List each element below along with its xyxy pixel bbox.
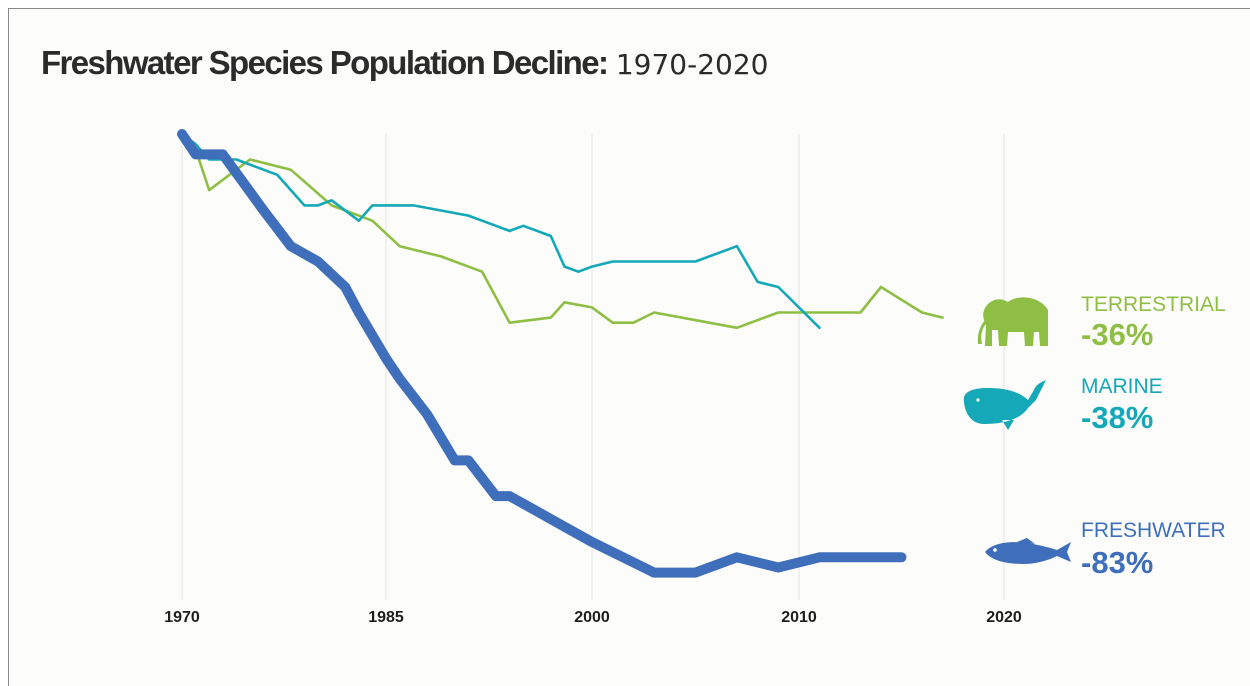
grid-lines <box>181 134 1005 600</box>
x-axis-ticks: 1970 1985 2000 2010 2020 <box>164 609 1022 626</box>
x-tick-label-1970: 1970 <box>164 609 200 626</box>
legend-terrestrial: TERRESTRIAL -36% <box>977 293 1226 352</box>
legend-marine: MARINE -38% <box>963 375 1163 435</box>
legend-terrestrial-value: -36% <box>1081 317 1153 352</box>
legend-terrestrial-name: TERRESTRIAL <box>1081 293 1226 316</box>
x-tick-label-2000: 2000 <box>574 609 610 626</box>
legend-marine-name: MARINE <box>1081 375 1163 398</box>
whale-icon-eye <box>976 398 980 402</box>
whale-icon <box>963 380 1046 430</box>
legend-marine-value: -38% <box>1081 400 1153 435</box>
series-line-freshwater <box>177 129 907 578</box>
elephant-icon-body <box>977 297 1048 346</box>
chart-title: Freshwater Species Population Decline: 1… <box>41 44 768 82</box>
series-line-terrestrial <box>180 132 944 330</box>
fish-icon-eye <box>993 548 997 552</box>
series-line-marine <box>180 132 821 330</box>
chart-title-main: Freshwater Species Population Decline: <box>41 44 609 81</box>
chart-frame <box>8 8 1250 686</box>
whale-icon-body <box>963 380 1046 430</box>
legend-freshwater-name: FRESHWATER <box>1081 519 1226 542</box>
x-tick-label-1985: 1985 <box>368 609 404 626</box>
legend-freshwater-value: -83% <box>1081 545 1153 580</box>
chart-title-years: 1970-2020 <box>615 48 769 81</box>
legend-freshwater: FRESHWATER -83% <box>985 519 1226 580</box>
x-tick-label-2020: 2020 <box>986 609 1022 626</box>
fish-icon-body <box>985 538 1071 564</box>
series-lines <box>177 129 944 578</box>
elephant-icon <box>977 297 1048 346</box>
x-tick-label-2010: 2010 <box>781 609 817 626</box>
fish-icon <box>985 538 1071 564</box>
